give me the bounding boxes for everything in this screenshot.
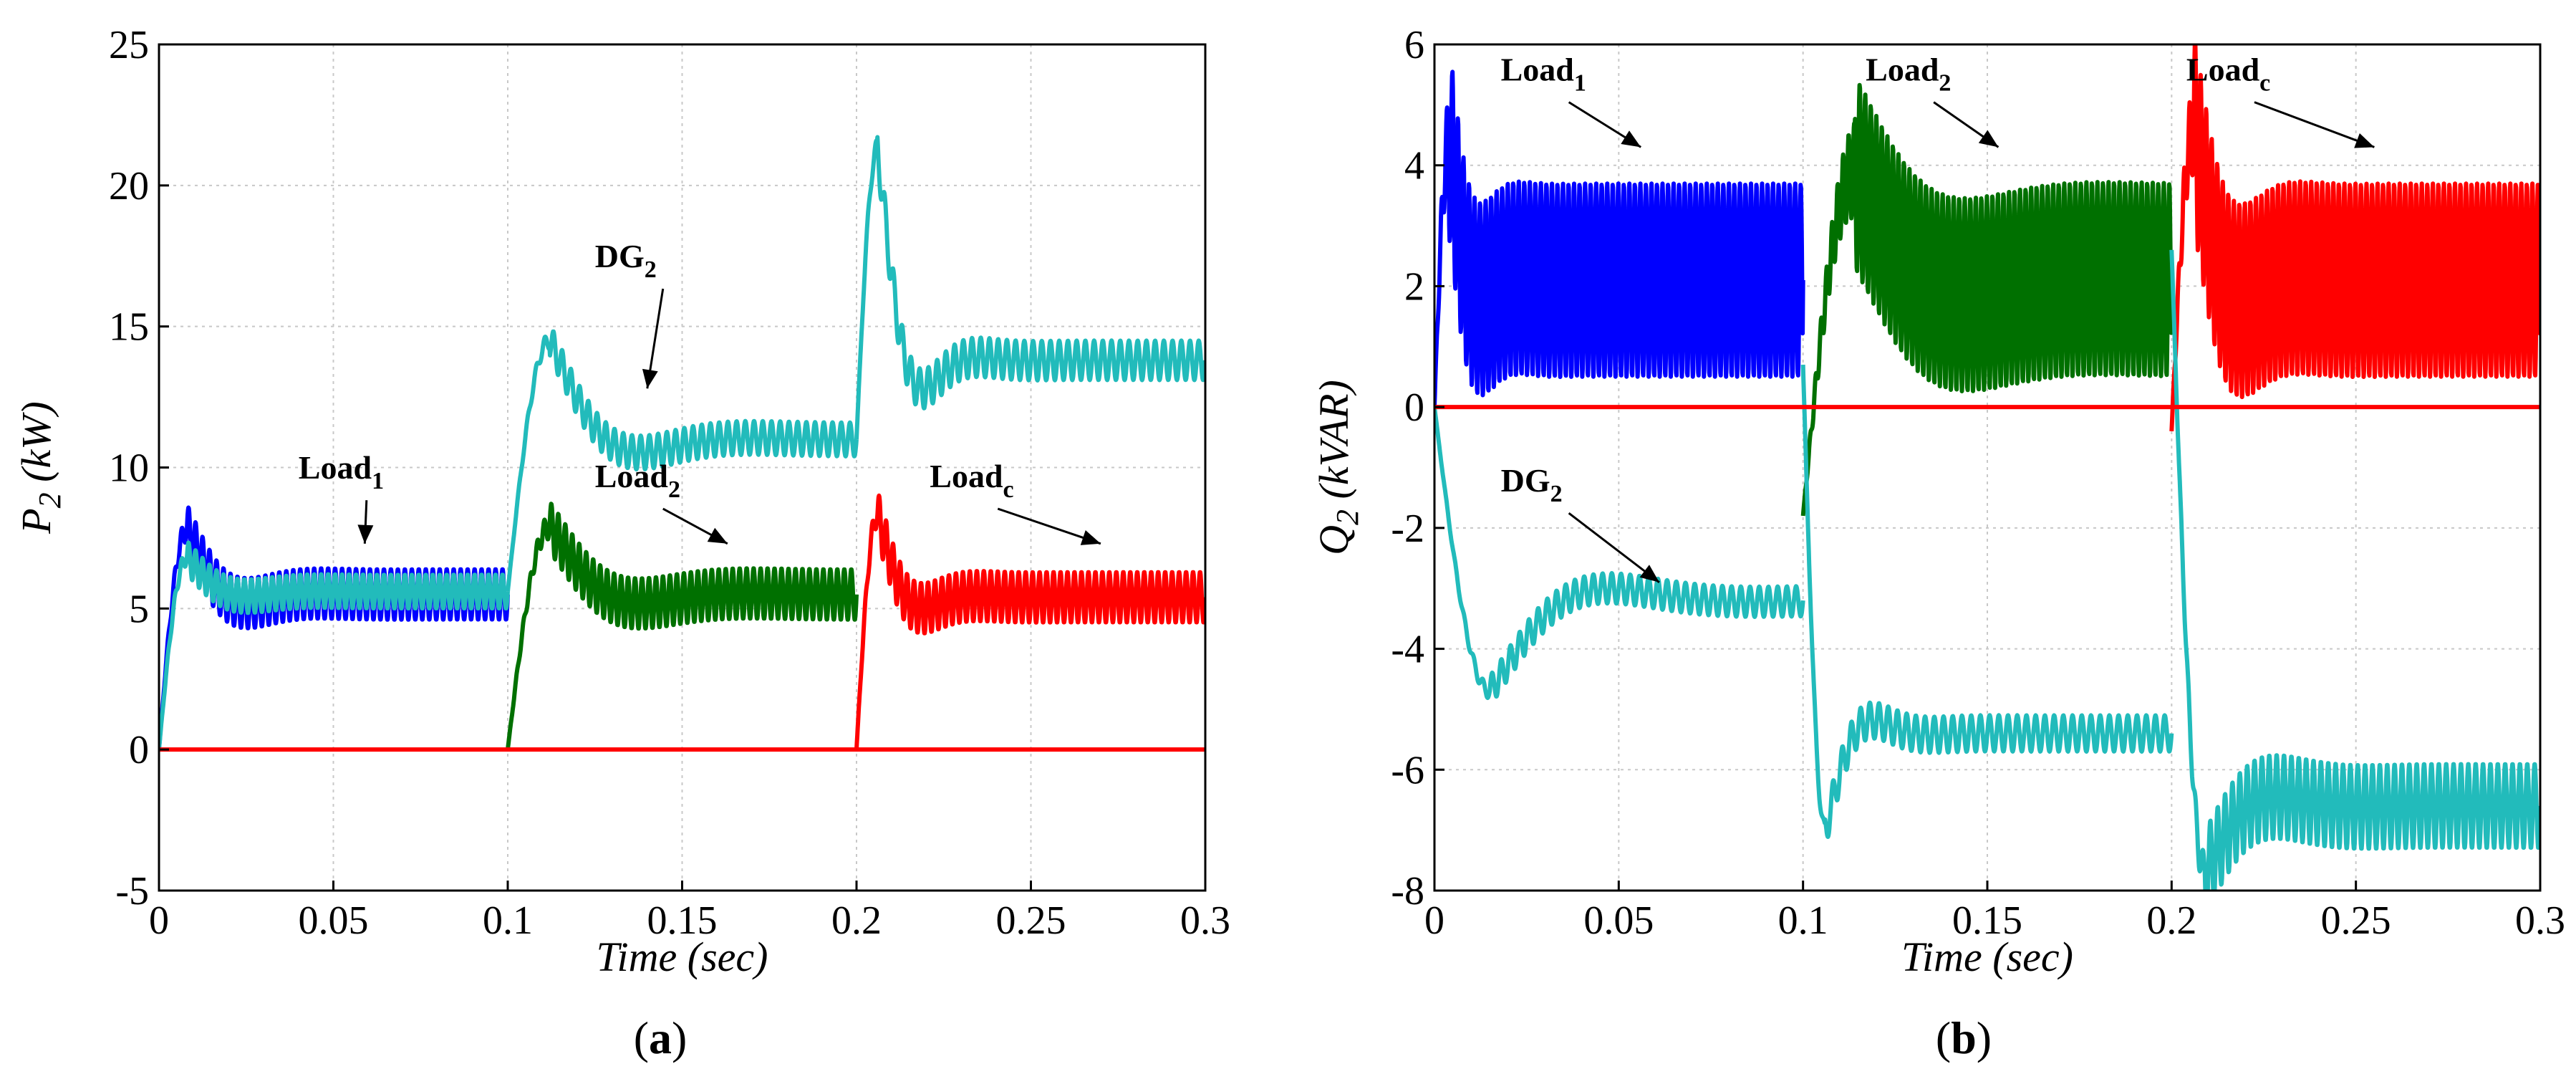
annotation-arrow-head — [1080, 530, 1101, 545]
series-group — [1434, 44, 2540, 891]
series-dg2 — [1800, 365, 2174, 839]
y-tick-label: 5 — [129, 587, 149, 631]
annotation: Loadc — [2186, 52, 2375, 148]
x-tick-label: 0.3 — [1180, 898, 1230, 943]
series-dg2 — [1434, 406, 1805, 700]
x-tick-label: 0.2 — [2146, 898, 2196, 943]
annotation-arrow-head — [1978, 130, 1999, 148]
chart-caption: (b) — [1936, 1012, 1992, 1063]
x-tick-label: 0.25 — [2321, 898, 2391, 943]
series-loadc — [854, 493, 1205, 750]
annotation-arrow-head — [2354, 133, 2375, 148]
y-tick-label: -6 — [1391, 748, 1424, 792]
x-tick-label: 0.05 — [299, 898, 369, 943]
x-tick-label: 0 — [149, 898, 169, 943]
y-tick-label: 10 — [109, 446, 149, 491]
annotation: Load2 — [1866, 52, 1999, 148]
annotation-arrow-shaft — [2254, 101, 2375, 148]
y-tick-label: -5 — [115, 869, 149, 913]
y-tick-label: -2 — [1391, 507, 1424, 551]
annotation-arrow-head — [357, 524, 374, 544]
x-tick-label: 0.25 — [996, 898, 1066, 943]
series-load2 — [1800, 82, 2174, 517]
annotation-arrow-head — [642, 368, 658, 389]
x-tick-label: 0.1 — [483, 898, 533, 943]
annotation: Load1 — [299, 449, 384, 544]
series-dg2 — [506, 329, 859, 592]
annotation-label: Load1 — [1501, 52, 1586, 97]
x-tick-label: 0.1 — [1778, 898, 1828, 943]
annotation: DG2 — [595, 238, 665, 389]
series-load1 — [1434, 69, 1805, 408]
y-tick-label: 0 — [1404, 385, 1424, 430]
x-tick-label: 0.15 — [1952, 898, 2022, 943]
chart-caption: (a) — [634, 1012, 688, 1063]
grid — [1434, 44, 2541, 891]
y-tick-label: 25 — [109, 23, 149, 67]
y-tick-label: 20 — [109, 164, 149, 208]
y-tick-label: 6 — [1404, 23, 1424, 67]
annotation-label: Load2 — [595, 458, 680, 503]
chart-b-reactive-power: 0 0.05 0.1 0.15 0.2 0.25 0.3 -8 -6 -4 -2 0 2 4 6 Time (… — [1311, 23, 2565, 1063]
y-tick-label: -4 — [1391, 628, 1424, 672]
y-tick-label: -8 — [1391, 869, 1424, 913]
y-tick-label: 2 — [1404, 264, 1424, 309]
annotation-label: Load1 — [299, 449, 384, 494]
y-axis-label: Q2 (kVAR) — [1311, 380, 1365, 555]
series-dg2 — [854, 135, 1205, 440]
annotation-arrow-head — [1621, 130, 1641, 148]
annotation: Loadc — [930, 458, 1101, 545]
annotation: DG2 — [1501, 462, 1660, 583]
y-tick-label: 4 — [1404, 144, 1424, 188]
x-tick-label: 0.15 — [647, 898, 718, 943]
series-load2 — [506, 502, 859, 750]
x-tick-label: 0.3 — [2515, 898, 2565, 943]
annotation-label: Loadc — [2186, 52, 2270, 97]
annotation: Load2 — [595, 458, 728, 545]
annotation-label: DG2 — [1501, 462, 1563, 507]
x-axis-label: Time (sec) — [1901, 934, 2073, 980]
y-axis-label: P2 (kW) — [13, 401, 67, 534]
annotation-arrow-head — [707, 527, 728, 544]
annotation-label: Loadc — [930, 458, 1013, 503]
x-axis-label: Time (sec) — [597, 934, 768, 980]
annotation-label: Load2 — [1866, 52, 1951, 97]
annotation-label: DG2 — [595, 238, 657, 283]
annotation: Load1 — [1501, 52, 1642, 148]
y-tick-label: 0 — [129, 728, 149, 772]
series-dg2 — [2169, 249, 2540, 891]
annotation-arrow-head — [1639, 565, 1659, 582]
series-loadc — [2169, 44, 2540, 432]
x-tick-label: 0.2 — [831, 898, 882, 943]
annotation-arrow-shaft — [1568, 512, 1660, 583]
x-tick-label: 0 — [1424, 898, 1444, 943]
series-dg2 — [159, 540, 510, 750]
x-tick-label: 0.05 — [1583, 898, 1654, 943]
y-tick-label: 15 — [109, 305, 149, 350]
series-group — [159, 135, 1205, 752]
